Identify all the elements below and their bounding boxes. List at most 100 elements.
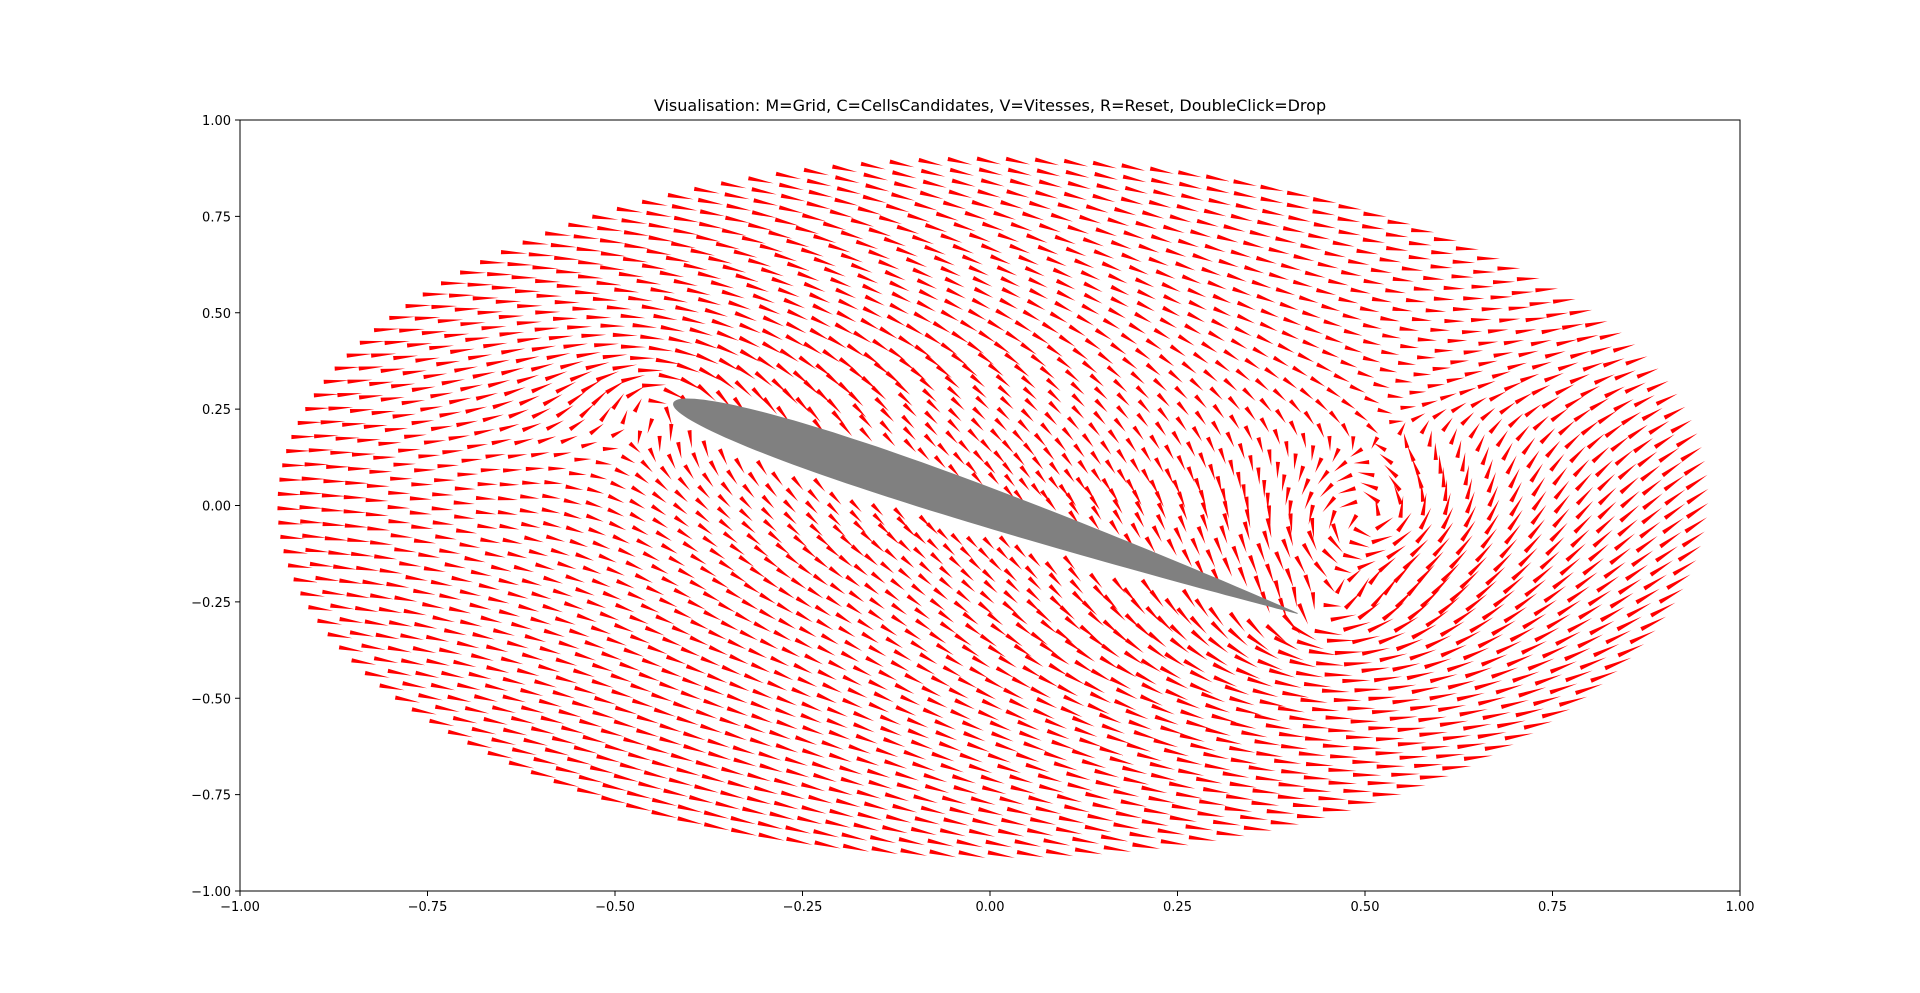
velocity-arrow [556, 269, 582, 274]
velocity-arrow [642, 383, 666, 388]
velocity-arrow [1229, 745, 1256, 753]
velocity-arrow [390, 383, 416, 389]
velocity-arrow [1026, 233, 1048, 243]
velocity-arrow [538, 664, 561, 673]
velocity-arrow [774, 217, 800, 226]
velocity-arrow [725, 215, 750, 223]
velocity-arrow [683, 744, 707, 753]
velocity-arrow [1256, 751, 1284, 757]
velocity-arrow [1085, 204, 1109, 213]
velocity-arrow [829, 808, 855, 818]
velocity-arrow [857, 618, 875, 631]
velocity-arrow [1282, 226, 1306, 233]
velocity-arrow [403, 608, 427, 616]
velocity-arrow [1334, 650, 1364, 656]
velocity-arrow [1655, 546, 1678, 563]
velocity-arrow [378, 606, 403, 613]
velocity-arrow [716, 506, 731, 520]
velocity-arrow [1205, 702, 1231, 713]
velocity-arrow [1120, 196, 1144, 205]
velocity-arrow [1617, 463, 1637, 480]
velocity-arrow [558, 640, 580, 649]
velocity-arrow [809, 292, 831, 304]
velocity-arrow [1455, 439, 1462, 459]
velocity-arrow [1452, 307, 1474, 312]
velocity-arrow [937, 442, 950, 457]
velocity-arrow [1156, 392, 1170, 407]
velocity-arrow [997, 232, 1020, 243]
velocity-arrow [585, 513, 604, 522]
velocity-arrow [453, 659, 477, 668]
velocity-arrow [775, 542, 790, 555]
velocity-arrow [1400, 343, 1419, 349]
velocity-arrow [1497, 266, 1521, 271]
velocity-arrow [1564, 647, 1591, 662]
velocity-arrow [1350, 719, 1379, 724]
velocity-arrow [808, 189, 834, 198]
velocity-arrow [891, 602, 908, 615]
velocity-arrow [987, 362, 1004, 376]
y-tick-label: −0.25 [191, 596, 231, 611]
velocity-arrow [1233, 191, 1258, 198]
velocity-arrow [1035, 470, 1047, 484]
velocity-arrow [1503, 606, 1528, 624]
velocity-arrow [1135, 671, 1157, 685]
velocity-arrow [813, 772, 837, 782]
velocity-arrow [1387, 393, 1404, 398]
velocity-arrow [568, 471, 587, 476]
velocity-arrow [1089, 373, 1104, 387]
velocity-arrow [882, 432, 896, 447]
velocity-arrow [741, 520, 756, 534]
velocity-arrow [1569, 446, 1586, 464]
velocity-arrow [1312, 706, 1340, 712]
velocity-arrow [461, 458, 483, 463]
velocity-arrow [1303, 775, 1332, 780]
velocity-arrow [643, 770, 669, 779]
velocity-arrow [860, 161, 886, 170]
velocity-arrow [1038, 223, 1061, 233]
velocity-arrow [1378, 557, 1397, 573]
velocity-arrow [929, 598, 946, 611]
velocity-arrow [801, 701, 823, 712]
velocity-arrow [1106, 734, 1131, 744]
velocity-arrow [907, 213, 931, 223]
velocity-arrow [1074, 659, 1094, 673]
velocity-arrow [1223, 377, 1238, 391]
velocity-arrow [1234, 654, 1259, 668]
velocity-arrow [1164, 444, 1174, 460]
velocity-arrow [1362, 355, 1381, 363]
velocity-arrow [545, 420, 564, 431]
velocity-arrow [1477, 732, 1507, 739]
velocity-arrow [1552, 299, 1576, 304]
velocity-arrow [989, 720, 1012, 731]
velocity-arrow [923, 433, 937, 448]
velocity-arrow [971, 655, 991, 668]
velocity-arrow [459, 619, 483, 627]
velocity-arrow [1289, 715, 1317, 721]
velocity-arrow [379, 683, 405, 691]
velocity-arrow [432, 492, 454, 497]
velocity-arrow [673, 587, 692, 599]
velocity-arrow [701, 472, 714, 488]
velocity-arrow [1633, 395, 1655, 408]
velocity-arrow [1176, 607, 1193, 626]
velocity-arrow [751, 387, 768, 405]
velocity-arrow [1421, 746, 1451, 751]
velocity-arrow [614, 705, 638, 715]
velocity-arrow [1316, 288, 1337, 296]
velocity-arrow [1123, 650, 1144, 665]
velocity-arrow [783, 511, 797, 525]
velocity-arrow [411, 707, 437, 715]
velocity-arrow [683, 262, 708, 271]
velocity-arrow [1418, 507, 1432, 530]
velocity-arrow [950, 709, 972, 720]
velocity-arrow [1557, 362, 1579, 372]
velocity-arrow [969, 666, 989, 679]
velocity-arrow [1411, 316, 1432, 322]
velocity-arrow [880, 725, 903, 736]
velocity-arrow [1484, 513, 1500, 535]
velocity-arrow [1359, 306, 1380, 313]
velocity-arrow [1543, 585, 1567, 603]
velocity-arrow [1649, 560, 1674, 577]
velocity-arrow [886, 314, 906, 327]
